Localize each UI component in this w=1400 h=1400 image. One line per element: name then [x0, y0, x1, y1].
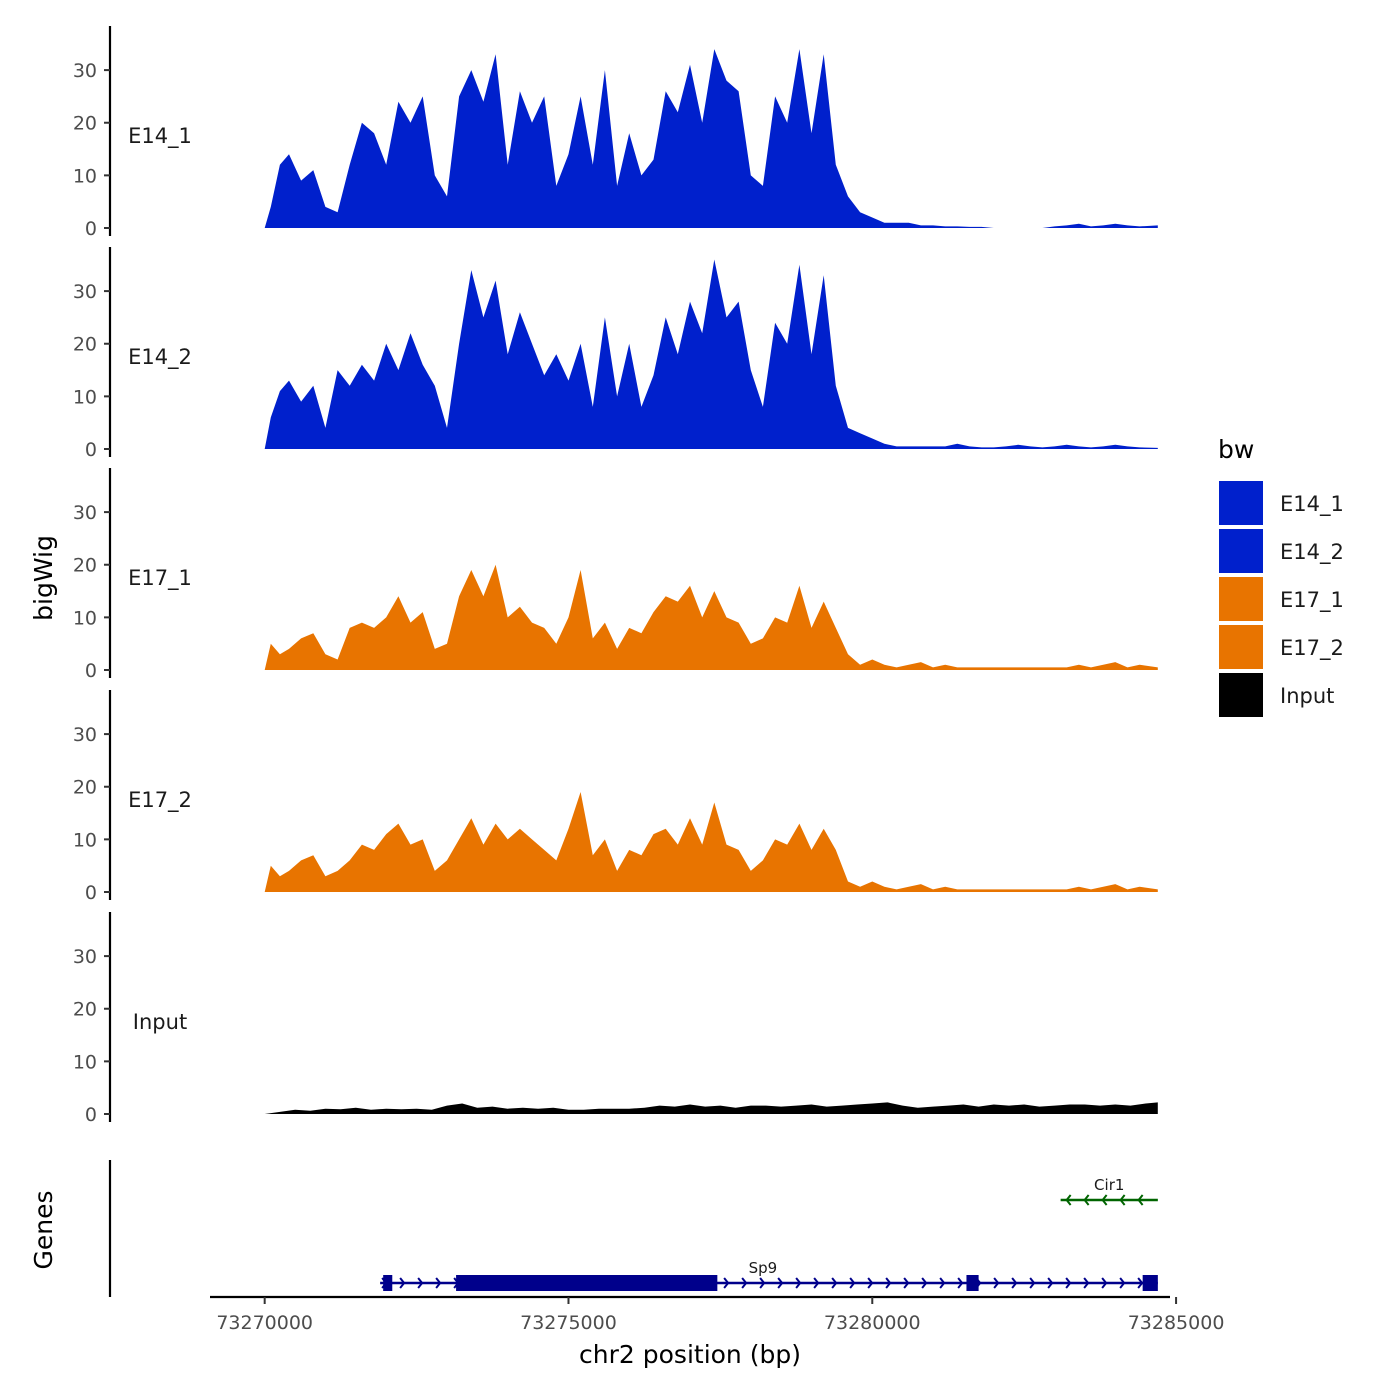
y-tick-label: 10 — [73, 1051, 97, 1073]
strand-arrow — [1083, 1277, 1090, 1289]
gene-exon — [383, 1275, 393, 1291]
y-tick-label: 0 — [85, 218, 97, 240]
y-tick-label: 10 — [73, 607, 97, 629]
legend-swatch — [1217, 671, 1265, 719]
strand-arrow — [435, 1277, 442, 1289]
strand-arrow — [939, 1277, 946, 1289]
gene-label: Cir1 — [1094, 1176, 1124, 1194]
strand-arrow — [1065, 1194, 1072, 1206]
track-label: E14_1 — [128, 124, 192, 149]
y-tick-label: 0 — [85, 882, 97, 904]
y-tick-label: 10 — [73, 165, 97, 187]
strand-arrow — [741, 1277, 748, 1289]
strand-arrow — [1137, 1277, 1144, 1289]
y-tick-label: 20 — [73, 555, 97, 577]
strand-arrow — [1065, 1277, 1072, 1289]
gene-Cir1: Cir1 — [1060, 1176, 1158, 1206]
strand-arrow — [759, 1277, 766, 1289]
gene-track: Cir1 Sp9 — [108, 1160, 1158, 1297]
strand-arrow — [723, 1277, 730, 1289]
x-axis: 73270000 73275000 73280000 73285000 — [210, 1295, 1225, 1334]
strand-arrow — [1137, 1194, 1144, 1206]
x-tick-label: 73285000 — [1128, 1312, 1225, 1334]
strand-arrow — [1083, 1194, 1090, 1206]
legend-label: E14_1 — [1280, 492, 1344, 517]
y-tick-label: 30 — [73, 281, 97, 303]
y-tick-label: 0 — [85, 1104, 97, 1126]
legend-label: Input — [1280, 684, 1334, 708]
signal-tracks: 0 10 20 30 E14_1 0 10 20 30 E14_2 0 10 20 30 E17_1 0 10 2… — [73, 26, 1158, 1126]
track-area-E14_2 — [264, 259, 1158, 449]
strand-arrow — [417, 1277, 424, 1289]
gene-Sp9: Sp9 — [380, 1259, 1158, 1291]
legend-label: E17_2 — [1280, 636, 1344, 661]
track-label: E17_2 — [128, 788, 192, 813]
legend-swatch — [1217, 479, 1265, 527]
strand-arrow — [1101, 1194, 1108, 1206]
strand-arrow — [831, 1277, 838, 1289]
genes-axis-title: Genes — [29, 1190, 58, 1269]
track-E17_1: 0 10 20 30 E17_1 — [73, 468, 1158, 682]
strand-arrow — [885, 1277, 892, 1289]
strand-arrow — [399, 1277, 406, 1289]
strand-arrow — [1119, 1277, 1126, 1289]
y-tick-label: 30 — [73, 946, 97, 968]
strand-arrow — [1119, 1194, 1126, 1206]
y-tick-label: 0 — [85, 660, 97, 682]
y-tick-label: 30 — [73, 502, 97, 524]
track-label: Input — [133, 1010, 187, 1034]
track-area-E17_1 — [264, 564, 1158, 670]
track-E17_2: 0 10 20 30 E17_2 — [73, 690, 1158, 904]
y-tick-label: 0 — [85, 439, 97, 461]
gene-label: Sp9 — [749, 1259, 778, 1277]
strand-arrow — [1047, 1277, 1054, 1289]
track-area-E17_2 — [264, 792, 1158, 892]
track-E14_1: 0 10 20 30 E14_1 — [73, 26, 1158, 240]
strand-arrow — [1011, 1277, 1018, 1289]
legend-swatch — [1217, 575, 1265, 623]
x-tick-label: 73270000 — [216, 1312, 313, 1334]
strand-arrow — [921, 1277, 928, 1289]
strand-arrow — [1029, 1277, 1036, 1289]
strand-arrow — [903, 1277, 910, 1289]
track-Input: 0 10 20 30 Input — [73, 912, 1158, 1126]
y-tick-label: 30 — [73, 724, 97, 746]
strand-arrow — [849, 1277, 856, 1289]
legend-swatch — [1217, 623, 1265, 671]
track-area-E14_1 — [264, 49, 1158, 228]
legend: bw E14_1 E14_2 E17_1 E17_2 Input — [1217, 435, 1344, 719]
x-tick-label: 73275000 — [520, 1312, 617, 1334]
gene-exon — [1142, 1275, 1158, 1291]
track-label: E14_2 — [128, 345, 192, 370]
track-label: E17_1 — [128, 566, 192, 591]
strand-arrow — [867, 1277, 874, 1289]
legend-title: bw — [1218, 435, 1254, 464]
strand-arrow — [1101, 1277, 1108, 1289]
strand-arrow — [813, 1277, 820, 1289]
legend-label: E14_2 — [1280, 540, 1344, 565]
gene-exon — [456, 1275, 718, 1291]
y-tick-label: 10 — [73, 829, 97, 851]
x-tick-label: 73280000 — [824, 1312, 921, 1334]
gene-exon — [966, 1275, 979, 1291]
legend-swatch — [1217, 527, 1265, 575]
y-tick-label: 20 — [73, 334, 97, 356]
track-area-Input — [264, 1102, 1158, 1114]
y-axis-title: bigWig — [29, 535, 58, 621]
y-tick-label: 20 — [73, 113, 97, 135]
strand-arrow — [795, 1277, 802, 1289]
y-tick-label: 20 — [73, 999, 97, 1021]
strand-arrow — [993, 1277, 1000, 1289]
x-axis-title: chr2 position (bp) — [579, 1340, 801, 1369]
y-tick-label: 10 — [73, 386, 97, 408]
strand-arrow — [777, 1277, 784, 1289]
y-tick-label: 20 — [73, 777, 97, 799]
y-tick-label: 30 — [73, 60, 97, 82]
legend-label: E17_1 — [1280, 588, 1344, 613]
track-E14_2: 0 10 20 30 E14_2 — [73, 247, 1158, 461]
strand-arrow — [957, 1277, 964, 1289]
